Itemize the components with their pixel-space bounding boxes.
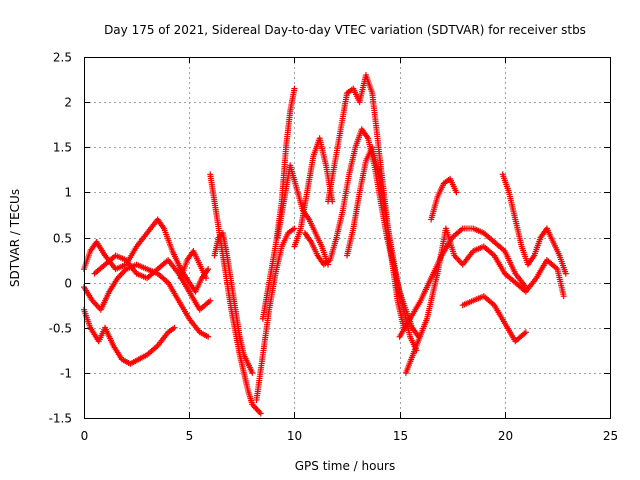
series-track-11 bbox=[291, 135, 336, 250]
series-track-1 bbox=[81, 216, 212, 295]
y-tick-label: -0.5 bbox=[49, 322, 72, 336]
y-tick-label: 0.5 bbox=[53, 232, 72, 246]
x-tick-label: 15 bbox=[393, 429, 408, 443]
y-tick-label: 2 bbox=[64, 96, 72, 110]
x-tick-label: 25 bbox=[603, 429, 618, 443]
y-tick-label: -1.5 bbox=[49, 412, 72, 426]
data-point bbox=[205, 266, 212, 273]
data-point bbox=[291, 225, 298, 232]
data-point bbox=[207, 297, 214, 304]
data-point bbox=[203, 275, 210, 282]
series-track-17 bbox=[428, 175, 460, 223]
series-track-7 bbox=[211, 229, 256, 376]
y-tick-label: 2.5 bbox=[53, 51, 72, 65]
data-point bbox=[171, 324, 178, 331]
data-point bbox=[522, 329, 529, 336]
x-tick-label: 5 bbox=[186, 429, 194, 443]
y-tick-label: 1 bbox=[64, 186, 72, 200]
series-track-16 bbox=[402, 225, 567, 376]
data-point bbox=[249, 369, 256, 376]
y-tick-label: 1.5 bbox=[53, 141, 72, 155]
tick-labels: 0 5 10 15 20 25 -1.5 -1 -0.5 0 0.5 1 1.5 2 2.5 bbox=[49, 51, 619, 444]
x-axis-label: GPS time / hours bbox=[295, 459, 396, 473]
data-point bbox=[453, 189, 460, 196]
data-point bbox=[562, 270, 569, 277]
x-tick-label: 20 bbox=[498, 429, 513, 443]
grid-lines bbox=[84, 57, 610, 418]
x-tick-label: 10 bbox=[287, 429, 302, 443]
data-point bbox=[257, 410, 264, 417]
series-track-8 bbox=[253, 225, 298, 403]
x-tick-label: 0 bbox=[81, 429, 89, 443]
data-point bbox=[560, 293, 567, 300]
chart-title: Day 175 of 2021, Sidereal Day-to-day VTE… bbox=[104, 23, 586, 37]
y-tick-label: 0 bbox=[64, 277, 72, 291]
series-track-18 bbox=[459, 293, 529, 345]
series-track-5 bbox=[177, 248, 210, 282]
series-track-19 bbox=[499, 171, 569, 277]
y-axis-label: SDTVAR / TECUs bbox=[8, 189, 22, 287]
data-point bbox=[205, 333, 212, 340]
data-point bbox=[291, 85, 298, 92]
series-track-3 bbox=[81, 306, 178, 367]
series-track-9 bbox=[259, 85, 298, 322]
data-points bbox=[81, 72, 569, 417]
y-tick-label: -1 bbox=[60, 367, 72, 381]
series-track-10 bbox=[274, 162, 332, 268]
plot-frame bbox=[84, 57, 611, 419]
